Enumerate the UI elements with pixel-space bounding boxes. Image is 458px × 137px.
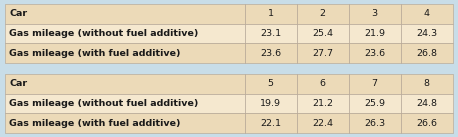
Text: 5: 5: [267, 79, 273, 88]
Bar: [245, 113, 297, 133]
Bar: [297, 74, 349, 94]
Text: 27.7: 27.7: [312, 49, 333, 58]
Bar: [297, 113, 349, 133]
Bar: [401, 24, 453, 43]
Bar: [297, 4, 349, 24]
Text: Gas mileage (with fuel additive): Gas mileage (with fuel additive): [9, 49, 180, 58]
Text: Gas mileage (with fuel additive): Gas mileage (with fuel additive): [9, 119, 180, 128]
Bar: [349, 43, 401, 63]
Text: 4: 4: [424, 9, 430, 18]
Text: 3: 3: [371, 9, 378, 18]
Bar: [401, 94, 453, 113]
Text: 25.4: 25.4: [312, 29, 333, 38]
Text: 22.4: 22.4: [312, 119, 333, 128]
Text: 21.9: 21.9: [364, 29, 385, 38]
Bar: [5, 43, 245, 63]
Bar: [297, 24, 349, 43]
Bar: [245, 43, 297, 63]
Bar: [245, 24, 297, 43]
Bar: [349, 24, 401, 43]
Bar: [401, 113, 453, 133]
Text: Car: Car: [9, 9, 27, 18]
Text: 1: 1: [267, 9, 273, 18]
Bar: [349, 94, 401, 113]
Bar: [401, 43, 453, 63]
Text: Gas mileage (without fuel additive): Gas mileage (without fuel additive): [9, 29, 198, 38]
Text: 26.6: 26.6: [416, 119, 437, 128]
Text: Gas mileage (without fuel additive): Gas mileage (without fuel additive): [9, 99, 198, 108]
Text: 24.8: 24.8: [416, 99, 437, 108]
Bar: [401, 74, 453, 94]
Bar: [245, 4, 297, 24]
Bar: [245, 94, 297, 113]
Bar: [5, 4, 245, 24]
Bar: [349, 4, 401, 24]
Text: 26.3: 26.3: [364, 119, 385, 128]
Text: 8: 8: [424, 79, 430, 88]
Text: 21.2: 21.2: [312, 99, 333, 108]
Bar: [349, 113, 401, 133]
Bar: [401, 4, 453, 24]
Bar: [297, 94, 349, 113]
Text: 19.9: 19.9: [260, 99, 281, 108]
Bar: [245, 74, 297, 94]
Text: 2: 2: [320, 9, 326, 18]
Bar: [5, 113, 245, 133]
Text: 7: 7: [371, 79, 377, 88]
Bar: [5, 94, 245, 113]
Text: 23.1: 23.1: [260, 29, 281, 38]
Text: 23.6: 23.6: [260, 49, 281, 58]
Bar: [5, 24, 245, 43]
Text: 24.3: 24.3: [416, 29, 437, 38]
Text: 23.6: 23.6: [364, 49, 385, 58]
Bar: [5, 74, 245, 94]
Text: 6: 6: [320, 79, 326, 88]
Text: Car: Car: [9, 79, 27, 88]
Text: 25.9: 25.9: [364, 99, 385, 108]
Text: 26.8: 26.8: [416, 49, 437, 58]
Bar: [349, 74, 401, 94]
Bar: [297, 43, 349, 63]
Text: 22.1: 22.1: [260, 119, 281, 128]
